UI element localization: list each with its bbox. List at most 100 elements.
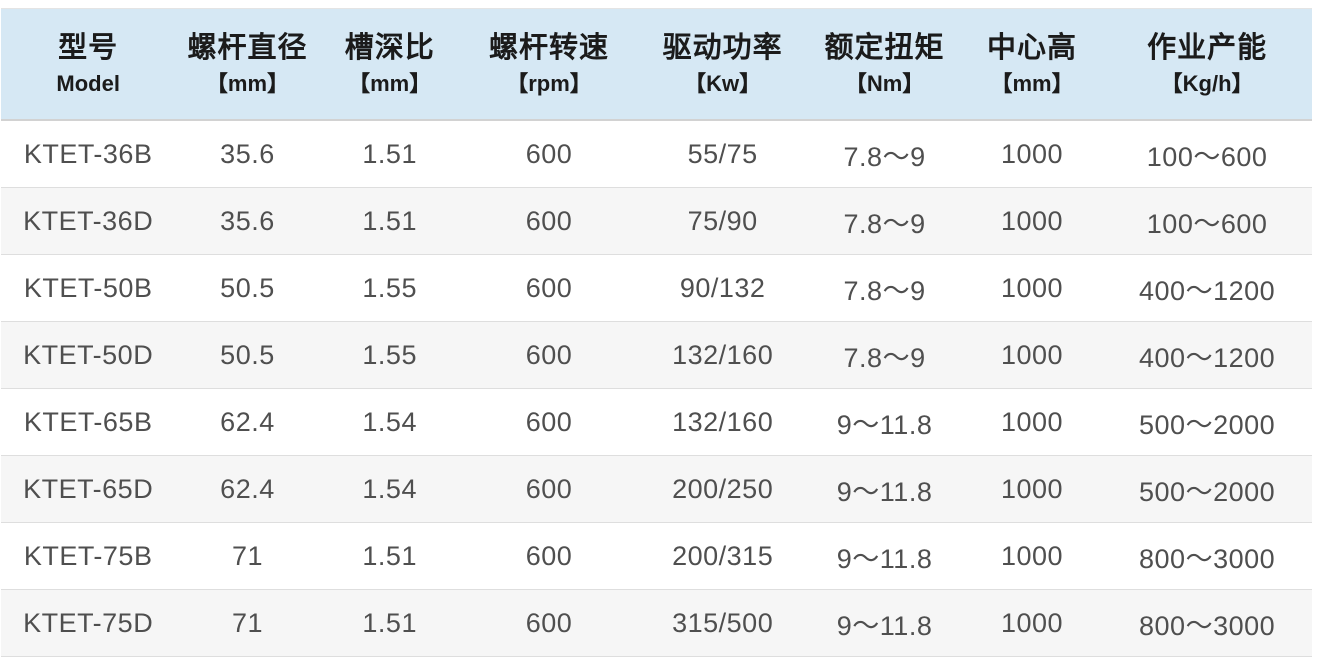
- table-cell: 1000: [961, 455, 1103, 523]
- table-row: KTET-75B 71 1.51 600 200/315 9～11.8 1000 800～30…: [1, 522, 1312, 590]
- table-cell: 1.51: [319, 522, 460, 590]
- table-cell: 71: [175, 522, 320, 590]
- column-unit: 【mm】: [348, 70, 432, 96]
- table-row: KTET-36D 35.6 1.51 600 75/90 7.8～9 1000 100～600: [1, 187, 1312, 255]
- table-cell: 500～2000: [1102, 455, 1312, 523]
- table-cell: 200/250: [638, 455, 808, 523]
- table-cell: 1.54: [319, 388, 460, 456]
- model-cell: KTET-36D: [1, 187, 176, 255]
- column-label: 中心高: [987, 31, 1078, 64]
- column-header-model: 型号 Model: [1, 8, 176, 121]
- table-cell: 7.8～9: [807, 321, 962, 389]
- table-row: KTET-75D 71 1.51 600 315/500 9～11.8 1000 800～30…: [1, 589, 1312, 657]
- column-unit: Model: [56, 70, 120, 96]
- table-cell: 1000: [961, 589, 1103, 657]
- table-cell: 1.54: [319, 455, 460, 523]
- table-cell: 1.51: [362, 138, 417, 169]
- table-cell: 800～3000: [1102, 522, 1312, 590]
- column-header-center-height: 中心高 【mm】: [961, 8, 1103, 121]
- model-cell: KTET-50B: [1, 254, 176, 322]
- table-cell: 62.4: [175, 455, 320, 523]
- model-cell: KTET-75D: [1, 589, 176, 657]
- column-unit: 【Kg/h】: [1160, 70, 1254, 96]
- table-cell: 200/315: [638, 522, 808, 590]
- column-header-screw-diameter: 螺杆直径 【mm】: [175, 8, 320, 121]
- table-cell: 1000: [961, 321, 1103, 389]
- column-label: 螺杆转速: [488, 31, 609, 64]
- model-cell: KTET-36B: [23, 138, 153, 169]
- table-cell: 1000: [961, 388, 1103, 456]
- column-unit: 【Kw】: [684, 70, 762, 96]
- table-cell: 600: [459, 321, 639, 389]
- table-cell: 1.55: [319, 321, 460, 389]
- column-unit: 【mm】: [205, 70, 290, 96]
- table-cell: 1000: [1001, 138, 1064, 169]
- table-cell: 7.8～9: [843, 141, 926, 172]
- table-row: KTET-50B 50.5 1.55 600 90/132 7.8～9 1000 400～12…: [1, 254, 1312, 322]
- column-unit: 【rpm】: [506, 70, 592, 96]
- column-header-screw-speed: 螺杆转速 【rpm】: [459, 8, 639, 121]
- table-cell: 35.6: [175, 187, 320, 255]
- table-cell: 600: [459, 522, 639, 590]
- table-row: KTET-65D 62.4 1.54 600 200/250 9～11.8 1000 500～…: [1, 455, 1312, 523]
- table-cell: 62.4: [175, 388, 320, 456]
- model-cell: KTET-50D: [1, 321, 176, 389]
- table-cell: 315/500: [638, 589, 808, 657]
- table-cell: 7.8～9: [807, 254, 962, 322]
- table-cell: 1.55: [319, 254, 460, 322]
- column-header-groove-depth-ratio: 槽深比 【mm】: [319, 8, 460, 121]
- spec-table: 型号 Model 螺杆直径 【mm】 槽深比 【mm】 螺杆转速 【rpm】 驱…: [1, 8, 1312, 657]
- model-cell: KTET-65D: [1, 455, 176, 523]
- table-cell: 50.5: [175, 321, 320, 389]
- table-cell: 600: [459, 455, 639, 523]
- table-cell: 500～2000: [1102, 388, 1312, 456]
- column-label: 驱动功率: [662, 31, 783, 64]
- column-label: 槽深比: [344, 31, 435, 64]
- table-cell: 71: [175, 589, 320, 657]
- table-cell: 7.8～9: [807, 187, 962, 255]
- column-label: 型号: [58, 31, 119, 64]
- model-cell: KTET-65B: [1, 388, 176, 456]
- table-cell: 1000: [961, 522, 1103, 590]
- column-header-working-capacity: 作业产能 【Kg/h】: [1102, 8, 1312, 121]
- table-cell: 9～11.8: [807, 455, 962, 523]
- table-row: KTET-65B 62.4 1.54 600 132/160 9～11.8 1000 500～…: [1, 388, 1312, 456]
- table-cell: 1.51: [319, 589, 460, 657]
- table-cell: 100～600: [1102, 187, 1312, 255]
- table-cell: 75/90: [638, 187, 808, 255]
- column-header-drive-power: 驱动功率 【Kw】: [638, 8, 808, 121]
- column-header-rated-torque: 额定扭矩 【Nm】: [807, 8, 962, 121]
- spec-table-body: KTET-36B 35.6 1.51 600 55/75 7.8～9 1000 100～600…: [1, 120, 1312, 657]
- table-header-row: 型号 Model 螺杆直径 【mm】 槽深比 【mm】 螺杆转速 【rpm】 驱…: [1, 8, 1312, 121]
- table-cell: 9～11.8: [807, 388, 962, 456]
- table-cell: 90/132: [638, 254, 808, 322]
- table-cell: 600: [459, 254, 639, 322]
- table-cell: 132/160: [638, 388, 808, 456]
- table-cell: 600: [525, 138, 573, 169]
- table-cell: 400～1200: [1102, 254, 1312, 322]
- table-cell: 35.6: [220, 138, 275, 169]
- table-row: KTET-36B 35.6 1.51 600 55/75 7.8～9 1000 100～600: [1, 120, 1312, 188]
- column-unit: 【Nm】: [844, 70, 925, 96]
- table-cell: 100～600: [1146, 141, 1268, 172]
- table-cell: 55/75: [687, 138, 758, 169]
- table-cell: 800～3000: [1102, 589, 1312, 657]
- model-cell: KTET-75B: [1, 522, 176, 590]
- table-cell: 9～11.8: [807, 522, 962, 590]
- table-cell: 600: [459, 388, 639, 456]
- table-cell: 1000: [961, 254, 1103, 322]
- table-cell: 600: [459, 589, 639, 657]
- table-cell: 1000: [961, 187, 1103, 255]
- table-header: 型号 Model 螺杆直径 【mm】 槽深比 【mm】 螺杆转速 【rpm】 驱…: [1, 8, 1312, 121]
- column-unit: 【mm】: [990, 70, 1074, 96]
- table-row: KTET-50D 50.5 1.55 600 132/160 7.8～9 1000 400～1…: [1, 321, 1312, 389]
- column-label: 额定扭矩: [824, 31, 945, 64]
- table-cell: 50.5: [175, 254, 320, 322]
- table-cell: 600: [459, 187, 639, 255]
- table-cell: 132/160: [638, 321, 808, 389]
- table-cell: 400～1200: [1102, 321, 1312, 389]
- column-label: 作业产能: [1147, 31, 1268, 64]
- table-cell: 9～11.8: [807, 589, 962, 657]
- table-cell: 1.51: [319, 187, 460, 255]
